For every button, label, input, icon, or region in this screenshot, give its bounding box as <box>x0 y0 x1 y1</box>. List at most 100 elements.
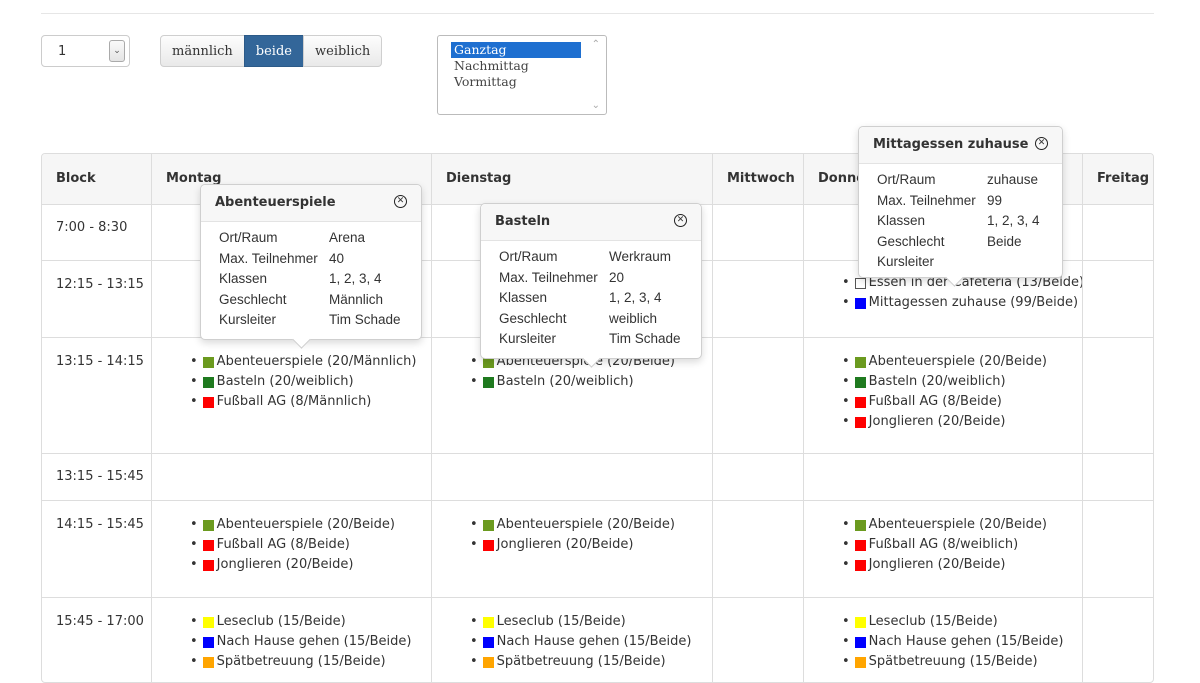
field-key: Geschlecht <box>877 233 945 249</box>
activity-item[interactable]: • Fußball AG (8/Beide) <box>842 392 1047 412</box>
color-swatch-icon <box>854 656 866 668</box>
activity-item[interactable]: • Jonglieren (20/Beide) <box>842 555 1047 575</box>
popover-field: Max. Teilnehmer 40 <box>219 249 421 270</box>
col-divider <box>803 154 804 682</box>
class-select[interactable]: 1 ⌄ <box>41 35 130 67</box>
bullet-icon: • <box>842 654 850 669</box>
block-time: 14:15 - 15:45 <box>56 517 144 532</box>
schedule-option-vormittag[interactable]: Vormittag <box>454 74 517 89</box>
gender-button-maennlich[interactable]: männlich <box>160 35 245 67</box>
scroll-up-icon[interactable]: ⌃ <box>591 39 600 50</box>
color-swatch-icon <box>854 396 866 408</box>
field-value: Tim Schade <box>609 331 681 346</box>
activity-item[interactable]: • Jonglieren (20/Beide) <box>470 535 675 555</box>
bullet-icon: • <box>190 374 198 389</box>
color-swatch-icon <box>854 539 866 551</box>
color-swatch-icon <box>854 297 866 309</box>
schedule-option-ganztag[interactable]: Ganztag <box>451 42 581 58</box>
col-divider <box>712 154 713 682</box>
popover-abenteuerspiele: Abenteuerspiele ✕ Ort/Raum Arena Max. Teil… <box>200 184 422 349</box>
bullet-icon: • <box>470 634 478 649</box>
field-value: 1, 2, 3, 4 <box>987 213 1040 228</box>
activity-item[interactable]: • Jonglieren (20/Beide) <box>842 412 1047 432</box>
cell-r1-thu: • Essen in der Cafeteria (13/Beide) • Mitta… <box>842 273 1084 313</box>
bullet-icon: • <box>842 374 850 389</box>
activity-item[interactable]: • Leseclub (15/Beide) <box>190 612 411 632</box>
field-key: Ort/Raum <box>219 230 278 245</box>
schedule-option-nachmittag[interactable]: Nachmittag <box>454 58 529 73</box>
activity-item[interactable]: • Abenteuerspiele (20/Beide) <box>470 515 675 535</box>
activity-label: Abenteuerspiele (20/Beide) <box>216 517 395 532</box>
activity-item[interactable]: • Basteln (20/weiblich) <box>190 372 416 392</box>
activity-item[interactable]: • Fußball AG (8/Beide) <box>190 535 395 555</box>
activity-item[interactable]: • Mittagessen zuhause (99/Beide) <box>842 293 1084 313</box>
activity-item[interactable]: • Abenteuerspiele (20/Männlich) <box>190 352 416 372</box>
chevron-down-icon[interactable]: ⌄ <box>109 40 125 62</box>
color-swatch-icon <box>854 416 866 428</box>
activity-label: Leseclub (15/Beide) <box>496 614 626 629</box>
activity-item[interactable]: • Fußball AG (8/Männlich) <box>190 392 416 412</box>
block-time: 12:15 - 13:15 <box>56 277 144 292</box>
popover-header: Abenteuerspiele ✕ <box>201 185 421 222</box>
close-icon[interactable]: ✕ <box>1035 137 1048 150</box>
field-value: Tim Schade <box>329 312 401 327</box>
activity-item[interactable]: • Nach Hause gehen (15/Beide) <box>842 632 1063 652</box>
bullet-icon: • <box>190 354 198 369</box>
field-value: 20 <box>609 269 625 285</box>
table-row-5: 15:45 - 17:00 • Leseclub (15/Beide) • Nach … <box>42 598 1153 682</box>
activity-item[interactable]: • Essen in der Cafeteria (13/Beide) <box>842 273 1084 293</box>
gender-button-beide[interactable]: beide <box>243 35 304 67</box>
bullet-icon: • <box>470 537 478 552</box>
activity-item[interactable]: • Basteln (20/weiblich) <box>842 372 1047 392</box>
activity-label: Spätbetreuung (15/Beide) <box>868 654 1038 669</box>
color-swatch-icon <box>854 376 866 388</box>
activity-label: Basteln (20/weiblich) <box>216 374 354 389</box>
popover-basteln: Basteln ✕ Ort/Raum Werkraum Max. Teilnehme… <box>480 203 702 368</box>
activity-item[interactable]: • Spätbetreuung (15/Beide) <box>470 652 691 672</box>
cell-r2-thu: • Abenteuerspiele (20/Beide) • Basteln (20/… <box>842 352 1047 432</box>
activity-item[interactable]: • Nach Hause gehen (15/Beide) <box>190 632 411 652</box>
top-divider <box>41 13 1154 14</box>
cell-r5-tue: • Leseclub (15/Beide) • Nach Hause gehen (1… <box>470 612 691 672</box>
popover-field: Ort/Raum Werkraum <box>499 247 701 268</box>
activity-item[interactable]: • Spätbetreuung (15/Beide) <box>842 652 1063 672</box>
activity-item[interactable]: • Fußball AG (8/weiblich) <box>842 535 1047 555</box>
color-swatch-icon <box>854 616 866 628</box>
popover-field: Ort/Raum zuhause <box>877 170 1062 191</box>
bullet-icon: • <box>842 414 850 429</box>
activity-label: Abenteuerspiele (20/Männlich) <box>216 354 417 369</box>
activity-item[interactable]: • Jonglieren (20/Beide) <box>190 555 395 575</box>
block-time: 7:00 - 8:30 <box>56 220 128 235</box>
activity-label: Mittagessen zuhause (99/Beide) <box>868 295 1079 310</box>
color-swatch-icon <box>202 356 214 368</box>
activity-label: Basteln (20/weiblich) <box>496 374 634 389</box>
bullet-icon: • <box>470 654 478 669</box>
field-value: Werkraum <box>609 249 672 264</box>
table-row-1: 12:15 - 13:15 • Essen in der Cafeteria (1… <box>42 261 1153 338</box>
activity-item[interactable]: • Basteln (20/weiblich) <box>470 372 675 392</box>
activity-item[interactable]: • Spätbetreuung (15/Beide) <box>190 652 411 672</box>
activity-item[interactable]: • Nach Hause gehen (15/Beide) <box>470 632 691 652</box>
bullet-icon: • <box>842 354 850 369</box>
close-icon[interactable]: ✕ <box>674 214 687 227</box>
activity-item[interactable]: • Abenteuerspiele (20/Beide) <box>190 515 395 535</box>
close-icon[interactable]: ✕ <box>394 195 407 208</box>
bullet-icon: • <box>470 614 478 629</box>
color-swatch-icon <box>854 559 866 571</box>
block-time: 15:45 - 17:00 <box>56 614 144 629</box>
field-value: 1, 2, 3, 4 <box>329 271 382 286</box>
activity-item[interactable]: • Leseclub (15/Beide) <box>470 612 691 632</box>
cell-r4-thu: • Abenteuerspiele (20/Beide) • Fußball AG (… <box>842 515 1047 575</box>
scroll-down-icon[interactable]: ⌄ <box>591 100 600 111</box>
table-row-4: 14:15 - 15:45 • Abenteuerspiele (20/Beide… <box>42 501 1153 598</box>
activity-label: Nach Hause gehen (15/Beide) <box>216 634 412 649</box>
schedule-listbox[interactable]: Ganztag Nachmittag Vormittag ⌃ ⌄ <box>437 35 607 115</box>
gender-button-weiblich[interactable]: weiblich <box>303 35 383 67</box>
color-swatch-icon <box>202 636 214 648</box>
bullet-icon: • <box>842 394 850 409</box>
col-divider <box>431 154 432 682</box>
activity-item[interactable]: • Abenteuerspiele (20/Beide) <box>842 515 1047 535</box>
activity-item[interactable]: • Abenteuerspiele (20/Beide) <box>842 352 1047 372</box>
activity-item[interactable]: • Leseclub (15/Beide) <box>842 612 1063 632</box>
field-key: Ort/Raum <box>499 249 558 264</box>
